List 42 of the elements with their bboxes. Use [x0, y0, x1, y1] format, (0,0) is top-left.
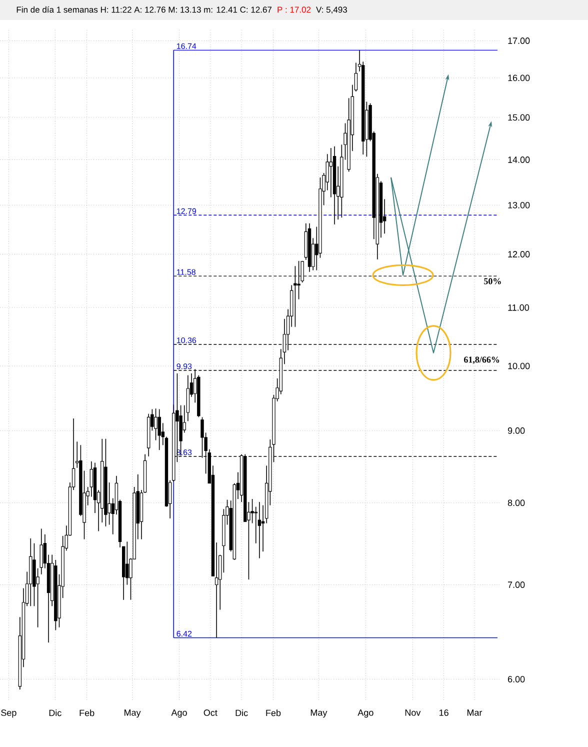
candlestick: [258, 502, 262, 559]
candlestick: [40, 528, 43, 575]
x-tick-label: Feb: [266, 710, 281, 716]
annotation: 61,8/66%: [464, 356, 500, 364]
y-tick-label: 17.00: [508, 38, 530, 44]
x-tick-label: Ago: [171, 710, 187, 718]
y-tick-label: 16.00: [508, 74, 530, 82]
y-tick-label: 6.00: [508, 676, 525, 682]
y-tick-label: 11.00: [508, 304, 530, 311]
y-tick-label: 15.00: [508, 114, 530, 121]
candlestick: [90, 460, 94, 498]
y-tick-label: 10.00: [508, 362, 530, 370]
x-tick-label: May: [124, 710, 141, 718]
candlestick: [158, 408, 161, 450]
y-tick-label: 9.00: [508, 427, 525, 434]
ref-line-label: 9.93: [176, 363, 192, 370]
x-tick-label: Nov: [405, 710, 421, 716]
ref-line-label: 11.58: [176, 269, 196, 275]
x-tick-label: 16: [440, 710, 448, 716]
x-tick-label: Mar: [467, 710, 482, 716]
candlestick: [154, 408, 158, 441]
y-tick-label: 7.00: [508, 582, 525, 588]
ref-line-label: 16.74: [176, 43, 196, 49]
y-tick-label: 13.00: [508, 202, 530, 208]
y-tick-label: 8.00: [508, 500, 525, 506]
ref-line-label: 12.79: [176, 208, 196, 214]
text: V: 5,493: [316, 6, 347, 14]
x-tick-label: Sep: [1, 710, 16, 718]
chart-subtitle: P : 17.02: [278, 6, 311, 13]
x-tick-label: Feb: [80, 710, 94, 716]
ref-line-label: 10.36: [176, 337, 196, 344]
x-tick-label: Ago: [358, 710, 374, 718]
annotation: 50%: [484, 278, 501, 284]
x-tick-label: Dic: [236, 710, 248, 716]
y-tick-label: 12.00: [508, 251, 530, 258]
candlestick: [329, 148, 333, 198]
x-tick-label: May: [310, 710, 328, 718]
chart-title: Fin de día 1 semanas H: 11:22 A: 12.76 M: 13.13 m: 12.41 C: 12.67: [16, 6, 272, 13]
y-tick-label: 14.00: [508, 156, 530, 163]
x-tick-label: Dic: [49, 710, 62, 716]
ref-line-label: 6.42: [176, 630, 192, 637]
x-tick-label: Oct: [204, 710, 218, 716]
